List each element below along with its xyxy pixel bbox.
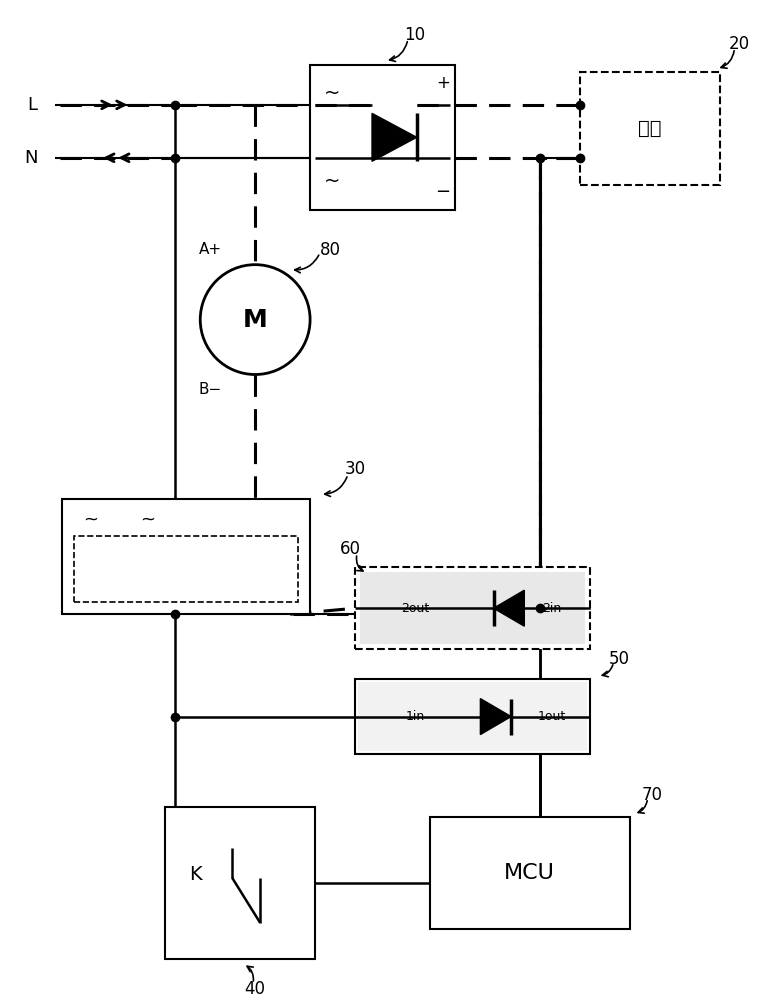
Text: 2in: 2in [542, 602, 561, 615]
Bar [166, 807, 315, 959]
Bar [355, 679, 590, 754]
Text: B−: B− [199, 382, 223, 397]
Bar [355, 567, 590, 649]
Text: 50: 50 [609, 650, 630, 668]
Text: 1in: 1in [405, 710, 424, 723]
Text: A+: A+ [199, 242, 223, 257]
Text: 60: 60 [340, 540, 360, 558]
Text: 10: 10 [404, 26, 426, 44]
Text: L: L [28, 96, 38, 114]
Bar [580, 72, 719, 185]
Text: K: K [189, 865, 202, 884]
Bar [75, 536, 298, 602]
Bar [358, 682, 587, 751]
Bar [430, 817, 630, 929]
Text: N: N [24, 149, 38, 167]
Text: 30: 30 [344, 460, 366, 478]
Text: 1out: 1out [537, 710, 566, 723]
Text: 2out: 2out [401, 602, 429, 615]
Bar [360, 572, 584, 644]
Bar [62, 499, 310, 614]
Text: ~: ~ [83, 510, 98, 528]
Text: ~: ~ [140, 510, 155, 528]
Text: +: + [281, 585, 295, 603]
Bar [310, 65, 455, 210]
Text: 80: 80 [320, 241, 340, 259]
Polygon shape [372, 113, 417, 161]
Text: −: − [435, 183, 450, 201]
Polygon shape [480, 699, 511, 735]
Text: ~: ~ [324, 83, 340, 102]
Text: 第二整流模块: 第二整流模块 [154, 545, 219, 563]
Polygon shape [494, 590, 524, 626]
Text: 负载: 负载 [638, 119, 661, 138]
Text: 40: 40 [245, 980, 266, 998]
Text: +: + [436, 74, 450, 92]
Text: 20: 20 [729, 35, 750, 53]
Text: −: − [77, 585, 92, 603]
Text: MCU: MCU [504, 863, 555, 883]
Text: M: M [243, 308, 267, 332]
Text: ~: ~ [324, 172, 340, 191]
Text: 70: 70 [641, 786, 662, 804]
